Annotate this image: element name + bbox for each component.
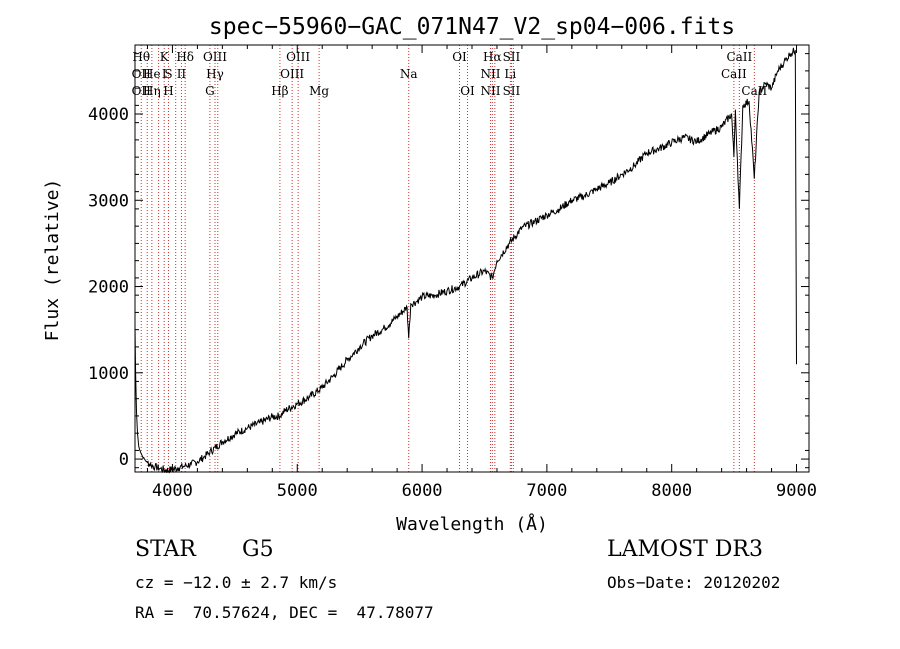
line-label-13-0: OIII [280,67,304,81]
line-label-12-0: Hβ [271,84,288,98]
line-label-19-1: NII [480,84,500,98]
object-class-label: STAR [135,537,196,562]
line-label-14-0: OIII [286,50,310,64]
chart-title: spec−55960−GAC_071N47_V2_sp04−006.fits [209,14,735,40]
flux-series-line [134,47,797,474]
line-label-10-0: OIII [203,50,227,64]
x-tick-label-8000: 8000 [651,481,692,501]
line-label-10-1: Hγ [206,67,224,81]
line-label-4-1: I [162,67,167,81]
line-label-5-0: S [164,67,172,81]
x-tick-label-4000: 4000 [152,481,193,501]
object-subclass-label: G5 [242,537,274,562]
x-tick-label-6000: 6000 [402,481,443,501]
y-axis-label: Flux (relative) [42,179,63,342]
emission-line-labels: HθOIIOIIHeHηKISHIIHδGOIIIHγHβOIIIOIIIMgN… [132,50,768,98]
line-label-22-0: Li [504,67,516,81]
line-label-0-2: OII [132,84,152,98]
line-label-27-0: CaII [741,84,767,98]
line-label-18-0: OI [460,84,475,98]
observation-date: Obs−Date: 20120202 [607,573,781,592]
plot-frame [134,44,810,473]
line-label-26-0: CaII [726,50,752,64]
line-label-9-0: G [205,84,215,98]
redshift-info: cz = −12.0 ± 2.7 km/s [135,573,338,592]
line-label-19-0: NII [480,67,500,81]
line-label-2-1: Hη [143,84,161,98]
line-label-23-0: SII [503,50,521,64]
y-tick-label-2000: 2000 [88,278,129,298]
y-tick-label-4000: 4000 [88,105,129,125]
line-label-5-1: H [163,84,173,98]
survey-label: LAMOST DR3 [607,537,763,562]
axis-ticks: 4000 5000 6000 7000 8000 9000 0 1000 2000 3000 400… [88,45,817,501]
line-label-0-0: Hθ [132,50,150,64]
line-label-16-0: Na [400,67,418,81]
line-label-23-1: SII [503,84,521,98]
line-label-15-0: Mg [309,84,329,98]
line-label-2-0: He [143,67,161,81]
line-label-8-0: Hδ [176,50,194,64]
line-label-20-0: Hα [483,50,502,64]
line-label-0-1: OII [132,67,152,81]
line-label-25-0: CaII [721,67,747,81]
coordinates-info: RA = 70.57624, DEC = 47.78077 [135,603,434,622]
y-tick-label-0: 0 [119,450,129,470]
line-label-17-0: OI [452,50,467,64]
x-tick-label-5000: 5000 [277,481,318,501]
x-axis-label: Wavelength (Å) [396,513,548,535]
y-tick-label-1000: 1000 [88,364,129,384]
emission-line-markers [140,45,755,472]
line-label-4-0: K [160,50,170,64]
line-label-7-0: II [177,67,187,81]
x-tick-label-7000: 7000 [526,481,567,501]
x-tick-label-9000: 9000 [776,481,817,501]
y-tick-label-3000: 3000 [88,191,129,211]
